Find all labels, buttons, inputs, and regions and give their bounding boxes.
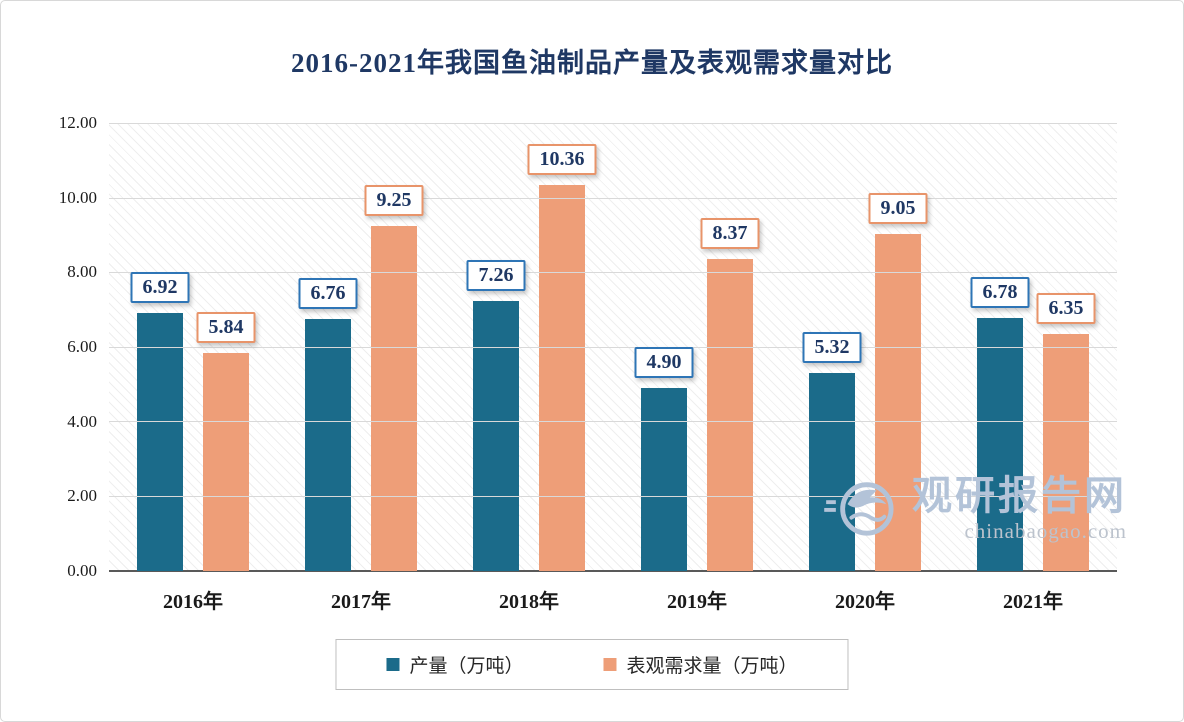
- production-bar: 6.78: [970, 124, 1030, 571]
- bar-fill: [203, 353, 249, 571]
- bar-group: 5.32 9.05: [781, 124, 949, 571]
- legend-item-production: 产量（万吨）: [386, 651, 524, 678]
- y-tick-label: 12.00: [58, 113, 97, 132]
- bar-group: 7.26 10.36: [445, 124, 613, 571]
- bar-fill: [707, 259, 753, 571]
- production-bar: 7.26: [466, 124, 526, 571]
- bar-fill: [539, 185, 585, 571]
- bar-group: 6.78 6.35: [949, 124, 1117, 571]
- watermark-logo-icon: [824, 475, 902, 544]
- x-axis-baseline: [109, 570, 1117, 572]
- legend-marker-production: [386, 658, 400, 671]
- value-label: 6.35: [1036, 293, 1096, 325]
- x-tick-label: 2017年: [331, 591, 391, 613]
- demand-bar: 6.35: [1036, 124, 1096, 571]
- value-label: 9.25: [364, 185, 424, 217]
- gridline: [109, 421, 1117, 423]
- legend-item-demand: 表观需求量（万吨）: [603, 651, 798, 678]
- y-tick-label: 10.00: [58, 187, 97, 207]
- gridline: [109, 272, 1117, 274]
- demand-bar: 9.25: [364, 124, 424, 571]
- value-label: 6.76: [298, 278, 358, 310]
- y-tick-label: 6.00: [67, 337, 97, 356]
- chart-title: 2016-2021年我国鱼油制品产量及表观需求量对比: [291, 48, 893, 78]
- legend: 产量（万吨） 表观需求量（万吨）: [335, 639, 849, 690]
- value-label: 6.78: [970, 277, 1030, 309]
- x-tick-label: 2019年: [667, 591, 727, 613]
- value-label: 6.92: [130, 272, 190, 304]
- bar-fill: [875, 233, 921, 571]
- gridline: [109, 495, 1117, 497]
- value-label: 5.32: [802, 331, 862, 363]
- bar-group: 4.90 8.37: [613, 124, 781, 571]
- x-tick-label: 2018年: [499, 591, 559, 613]
- production-bar: 5.32: [802, 124, 862, 571]
- bar-fill: [371, 226, 417, 571]
- x-tick-label: 2021年: [1003, 591, 1063, 613]
- bar-fill: [137, 313, 183, 571]
- production-bar: 6.76: [298, 124, 358, 571]
- gridline: [109, 123, 1117, 124]
- plot-area: 6.92 5.84 6.76 9.25 7.26 10.36 4.90 8.37 5.32 9.0…: [109, 123, 1117, 572]
- bar-fill: [305, 319, 351, 571]
- bar-fill: [809, 372, 855, 571]
- y-tick-label: 0.00: [67, 561, 97, 580]
- watermark-name: 观研报告网: [912, 473, 1127, 518]
- value-label: 9.05: [868, 192, 928, 224]
- value-label: 8.37: [700, 218, 760, 250]
- x-axis-labels: 2016年 2017年 2018年 2019年 2020年 2021年: [109, 585, 1117, 614]
- bar-fill: [473, 300, 519, 571]
- production-bar: 6.92: [130, 124, 190, 571]
- x-tick-label: 2020年: [835, 591, 895, 613]
- value-label: 4.90: [634, 347, 694, 379]
- x-tick-label: 2016年: [163, 591, 223, 613]
- watermark: 观研报告网 chinabaogao.com: [824, 475, 1127, 544]
- bar-groups: 6.92 5.84 6.76 9.25 7.26 10.36 4.90 8.37 5.32 9.0…: [109, 124, 1117, 571]
- demand-bar: 10.36: [527, 124, 597, 571]
- value-label: 10.36: [527, 144, 597, 176]
- legend-label-production: 产量（万吨）: [409, 656, 524, 677]
- bar-group: 6.92 5.84: [109, 124, 277, 571]
- gridline: [109, 197, 1117, 199]
- bar-fill: [1043, 334, 1089, 571]
- bar-group: 6.76 9.25: [277, 124, 445, 571]
- value-label: 5.84: [196, 312, 256, 344]
- y-tick-label: 4.00: [67, 411, 97, 431]
- demand-bar: 9.05: [868, 124, 928, 571]
- legend-marker-demand: [603, 658, 617, 671]
- y-axis-labels: 0.00 2.00 4.00 6.00 8.00 10.00 12.00: [1, 113, 101, 580]
- demand-bar: 8.37: [700, 124, 760, 571]
- demand-bar: 5.84: [196, 124, 256, 571]
- y-tick-label: 8.00: [67, 262, 97, 282]
- y-tick-label: 2.00: [67, 486, 97, 506]
- watermark-domain: chinabaogao.com: [964, 519, 1127, 543]
- bar-fill: [977, 318, 1023, 571]
- legend-label-demand: 表观需求量（万吨）: [626, 656, 798, 677]
- production-bar: 4.90: [634, 124, 694, 571]
- gridline: [109, 346, 1117, 348]
- value-label: 7.26: [466, 259, 526, 291]
- bar-fill: [641, 388, 687, 571]
